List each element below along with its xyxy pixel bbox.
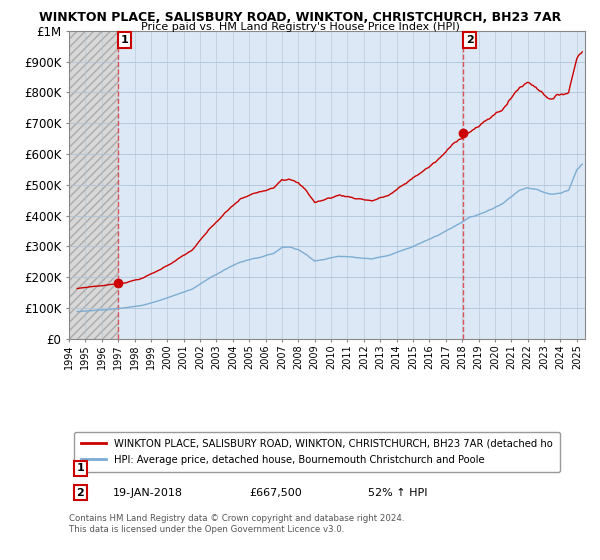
- Text: £180,000: £180,000: [250, 463, 302, 473]
- Text: 1: 1: [76, 463, 84, 473]
- Text: WINKTON PLACE, SALISBURY ROAD, WINKTON, CHRISTCHURCH, BH23 7AR: WINKTON PLACE, SALISBURY ROAD, WINKTON, …: [39, 11, 561, 24]
- Text: 1: 1: [121, 35, 128, 45]
- Text: 20-DEC-1996: 20-DEC-1996: [113, 463, 187, 473]
- Text: Contains HM Land Registry data © Crown copyright and database right 2024.
This d: Contains HM Land Registry data © Crown c…: [69, 514, 404, 534]
- Bar: [69, 31, 118, 339]
- Text: Price paid vs. HM Land Registry's House Price Index (HPI): Price paid vs. HM Land Registry's House …: [140, 22, 460, 32]
- Text: 52% ↑ HPI: 52% ↑ HPI: [368, 488, 428, 498]
- Text: 88% ↑ HPI: 88% ↑ HPI: [368, 463, 428, 473]
- Legend: WINKTON PLACE, SALISBURY ROAD, WINKTON, CHRISTCHURCH, BH23 7AR (detached ho, HPI: WINKTON PLACE, SALISBURY ROAD, WINKTON, …: [74, 432, 560, 472]
- Text: 2: 2: [466, 35, 473, 45]
- Text: £667,500: £667,500: [250, 488, 302, 498]
- Text: 19-JAN-2018: 19-JAN-2018: [113, 488, 183, 498]
- Text: 2: 2: [76, 488, 84, 498]
